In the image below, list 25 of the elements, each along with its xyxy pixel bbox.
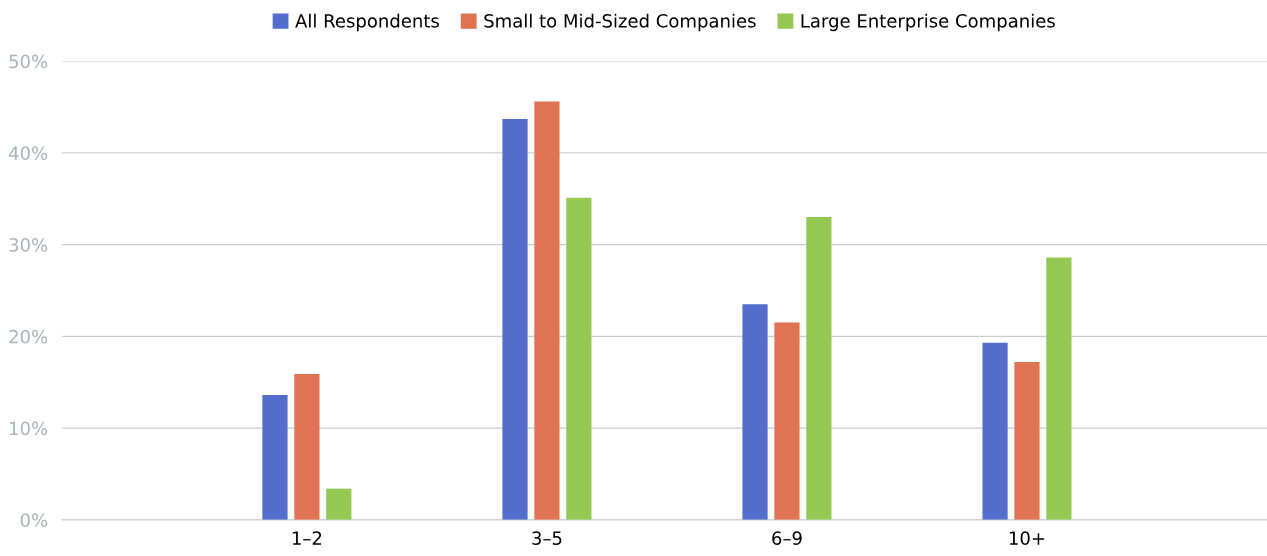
x-tick-label: 10+ bbox=[1009, 531, 1045, 545]
x-tick-label: 1–2 bbox=[292, 531, 322, 545]
bar bbox=[774, 322, 800, 520]
bar bbox=[742, 304, 768, 520]
bar bbox=[502, 118, 528, 520]
bar bbox=[294, 373, 320, 520]
legend-label: Large Enterprise Companies bbox=[801, 13, 1055, 32]
bar bbox=[534, 101, 560, 520]
bar bbox=[806, 217, 832, 520]
bar bbox=[566, 197, 592, 520]
y-tick-label: 10% bbox=[10, 421, 48, 436]
x-tick-label: 3–5 bbox=[532, 531, 562, 545]
y-tick-label: 20% bbox=[9, 329, 48, 344]
y-tick-label: 40% bbox=[8, 146, 48, 161]
x-tick-label: 6–9 bbox=[772, 531, 802, 545]
bar bbox=[982, 342, 1008, 520]
bar bbox=[262, 395, 288, 520]
legend-label: Small to Mid-Sized Companies bbox=[484, 13, 756, 32]
y-tick-label: 0% bbox=[20, 513, 48, 527]
bar bbox=[1014, 362, 1040, 520]
y-tick-label: 50% bbox=[9, 54, 48, 69]
bar bbox=[1046, 257, 1072, 520]
bar bbox=[326, 488, 352, 520]
y-tick-label: 30% bbox=[9, 238, 48, 252]
legend-label: All Respondents bbox=[295, 13, 439, 32]
